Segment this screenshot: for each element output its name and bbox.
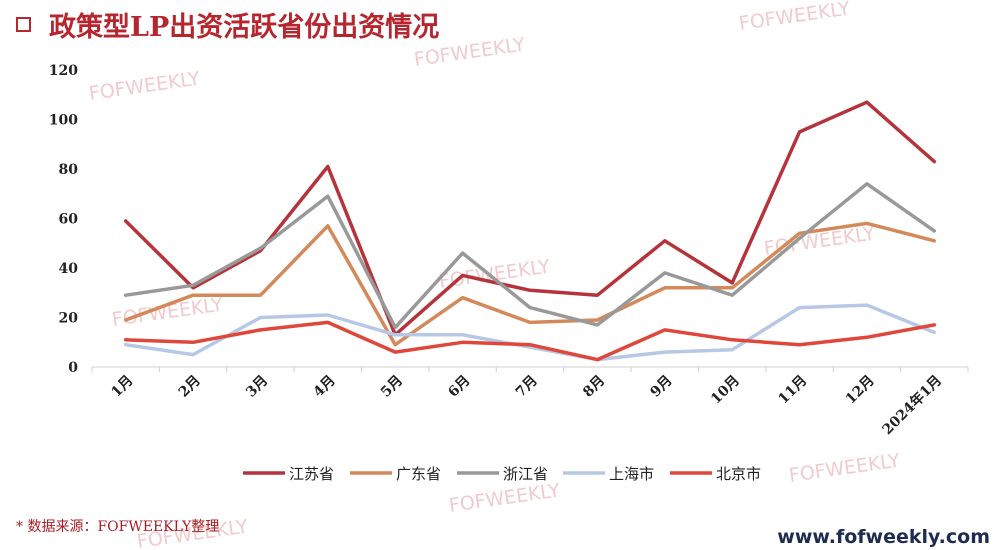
x-tick-label: 9月: [647, 373, 675, 401]
x-tick-label: 6月: [445, 373, 473, 401]
square-bullet-icon: [16, 16, 31, 32]
y-tick-label: 80: [59, 162, 79, 178]
y-tick-label: 100: [49, 113, 78, 129]
legend-label: 浙江省: [503, 465, 548, 483]
series-line-广东省: [123, 221, 937, 347]
legend-label: 北京市: [716, 465, 761, 483]
y-tick-label: 120: [49, 63, 78, 79]
series-layer: [123, 100, 937, 362]
legend: 江苏省 广东省 浙江省 上海市 北京市: [243, 465, 761, 483]
x-tick-label: 8月: [580, 373, 608, 401]
y-tick-label: 60: [59, 212, 79, 228]
series-line-江苏省: [123, 100, 937, 337]
watermark-text: FOFWEEKLY: [413, 34, 527, 71]
x-tick-label: 11月: [775, 373, 810, 408]
watermark-text: FOFWEEKLY: [738, 0, 852, 35]
legend-label: 上海市: [609, 465, 654, 483]
y-tick-label: 0: [68, 360, 78, 376]
legend-label: 江苏省: [289, 465, 334, 483]
y-tick-label: 40: [59, 261, 79, 277]
x-tick-label: 2月: [176, 373, 204, 401]
y-tick-label: 20: [59, 311, 79, 327]
x-tick-label: 4月: [311, 373, 339, 401]
watermark-text: FOFWEEKLY: [448, 480, 562, 517]
x-tick-label: 12月: [843, 373, 878, 408]
x-tick-label: 3月: [243, 373, 271, 401]
website-url[interactable]: www.fofweekly.com: [777, 526, 990, 548]
watermark-text: FOFWEEKLY: [111, 294, 225, 331]
series-line-浙江省: [123, 182, 937, 330]
x-tick-label: 7月: [513, 373, 541, 401]
x-tick-label: 1月: [108, 373, 136, 401]
series-line-北京市: [123, 320, 937, 362]
legend-label: 广东省: [396, 465, 441, 483]
watermark-text: FOFWEEKLY: [788, 450, 902, 487]
title-bar: 政策型LP出资活跃省份出资情况: [16, 6, 440, 43]
data-source-note: * 数据来源：FOFWEEKLY整理: [16, 519, 220, 535]
x-tick-label: 5月: [378, 373, 406, 401]
page-title: 政策型LP出资活跃省份出资情况: [49, 11, 440, 43]
series-line-上海市: [123, 303, 937, 362]
x-tick-label: 10月: [708, 373, 743, 408]
watermark-text: FOFWEEKLY: [88, 68, 202, 105]
x-tick-label: 2024年1月: [879, 372, 945, 438]
